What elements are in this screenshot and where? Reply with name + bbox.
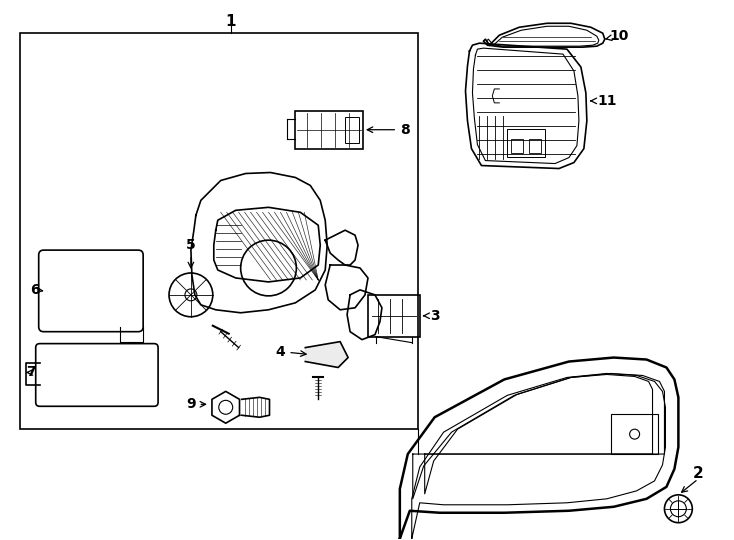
Bar: [20, 33, 418, 429]
Text: 1: 1: [225, 14, 236, 29]
Text: 8: 8: [367, 123, 410, 137]
Text: 10: 10: [606, 29, 628, 43]
Text: 2: 2: [693, 467, 704, 482]
Text: 4: 4: [276, 345, 306, 359]
Bar: [345, 117, 359, 143]
Text: 9: 9: [186, 397, 206, 411]
Bar: [512, 139, 523, 153]
Text: 11: 11: [591, 94, 617, 108]
Bar: [529, 139, 541, 153]
Polygon shape: [305, 342, 348, 368]
Text: 3: 3: [424, 309, 440, 323]
Text: 5: 5: [186, 238, 196, 268]
Text: 6: 6: [30, 283, 43, 297]
Bar: [507, 129, 545, 157]
Text: 7: 7: [26, 366, 35, 380]
Bar: [295, 111, 363, 148]
Bar: [611, 414, 658, 454]
Bar: [368, 295, 420, 336]
